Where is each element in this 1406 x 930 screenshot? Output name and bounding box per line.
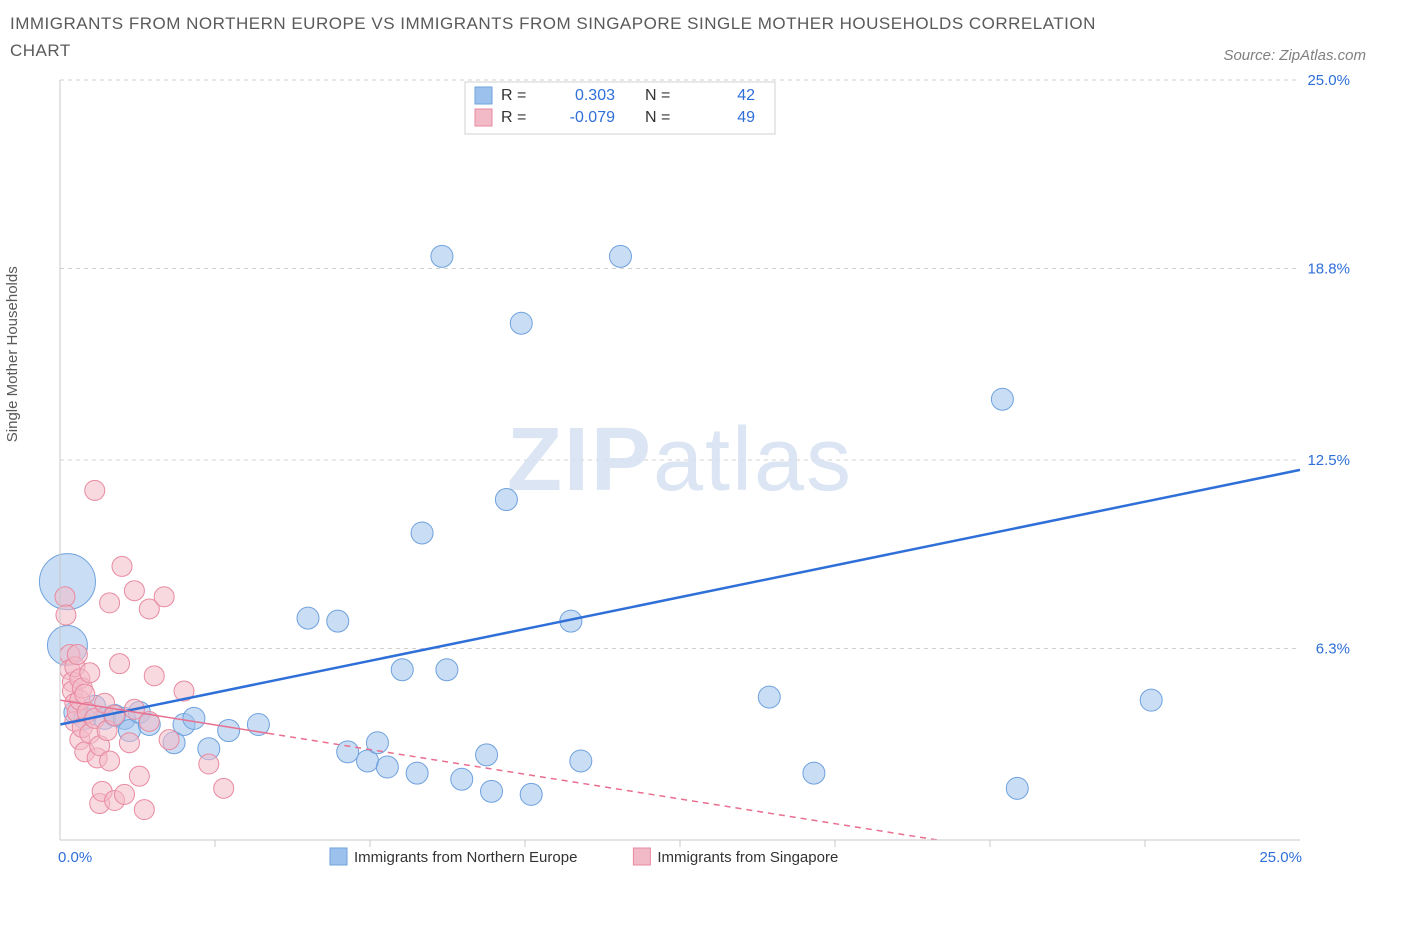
trend-line	[268, 734, 938, 841]
svg-text:12.5%: 12.5%	[1307, 452, 1350, 469]
data-point	[609, 246, 631, 268]
data-point	[112, 557, 132, 577]
legend-r-label: R =	[501, 87, 526, 104]
data-point	[327, 610, 349, 632]
data-point	[199, 754, 219, 774]
data-point	[451, 769, 473, 791]
svg-text:ZIPatlas: ZIPatlas	[507, 410, 853, 510]
data-point	[406, 762, 428, 784]
data-point	[85, 481, 105, 501]
data-point	[391, 659, 413, 681]
legend-n-value: 49	[737, 109, 755, 126]
legend-swatch	[475, 87, 492, 104]
data-point	[144, 666, 164, 686]
data-point	[183, 708, 205, 730]
data-point	[218, 720, 240, 742]
data-point	[481, 781, 503, 803]
data-point	[431, 246, 453, 268]
data-point	[100, 593, 120, 613]
data-point	[110, 654, 130, 674]
legend-n-label: N =	[645, 109, 670, 126]
legend-n-label: N =	[645, 87, 670, 104]
data-point	[55, 587, 75, 607]
y-axis-label: Single Mother Households	[4, 267, 21, 443]
data-point	[114, 785, 134, 805]
data-point	[154, 587, 174, 607]
data-point	[337, 741, 359, 763]
svg-text:6.3%: 6.3%	[1316, 641, 1350, 658]
legend-n-value: 42	[737, 87, 755, 104]
data-point	[1140, 690, 1162, 712]
source-label: Source: ZipAtlas.com	[1223, 47, 1396, 64]
data-point	[129, 767, 149, 787]
correlation-chart: 6.3% 12.5% 18.8% 25.0% ZIPatlas 0.0% 25.0% R = 0…	[10, 70, 1350, 920]
data-point	[991, 389, 1013, 411]
data-point	[495, 489, 517, 511]
legend-swatch	[475, 109, 492, 126]
data-point	[570, 750, 592, 772]
data-point	[520, 784, 542, 806]
chart-title: IMMIGRANTS FROM NORTHERN EUROPE VS IMMIG…	[10, 10, 1110, 64]
data-point	[758, 686, 780, 708]
data-point	[376, 756, 398, 778]
data-point	[159, 730, 179, 750]
data-point	[100, 751, 120, 771]
data-point	[75, 684, 95, 704]
data-point	[476, 744, 498, 766]
data-point	[134, 800, 154, 820]
legend-r-value: -0.079	[570, 109, 615, 126]
data-point	[436, 659, 458, 681]
data-point	[1006, 778, 1028, 800]
svg-text:25.0%: 25.0%	[1259, 849, 1302, 866]
legend-r-value: 0.303	[575, 87, 615, 104]
legend-swatch	[330, 848, 347, 865]
data-point	[411, 522, 433, 544]
data-point	[124, 581, 144, 601]
legend-series-label: Immigrants from Northern Europe	[354, 849, 577, 866]
data-point	[119, 733, 139, 753]
svg-text:18.8%: 18.8%	[1307, 261, 1350, 278]
data-point	[56, 605, 76, 625]
legend-r-label: R =	[501, 109, 526, 126]
data-point	[803, 762, 825, 784]
data-point	[297, 607, 319, 629]
data-point	[214, 779, 234, 799]
data-point	[67, 645, 87, 665]
legend-swatch	[633, 848, 650, 865]
svg-text:25.0%: 25.0%	[1307, 72, 1350, 89]
data-point	[80, 663, 100, 683]
data-point	[510, 313, 532, 335]
legend-series-label: Immigrants from Singapore	[657, 849, 838, 866]
svg-text:0.0%: 0.0%	[58, 849, 92, 866]
